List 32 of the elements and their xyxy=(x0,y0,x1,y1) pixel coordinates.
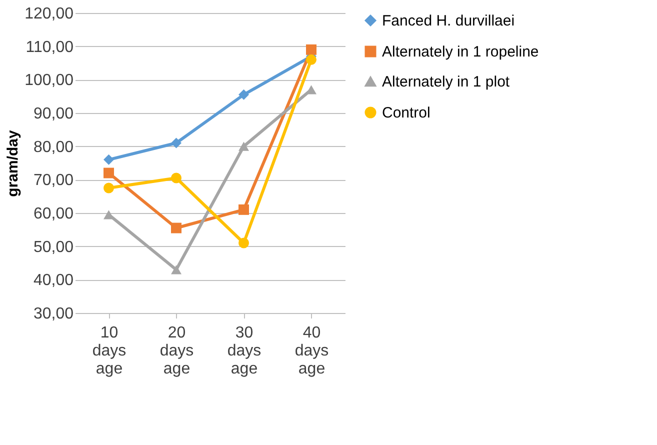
y-tick-label: 80,00 xyxy=(33,138,74,156)
y-tick-label: 100,00 xyxy=(24,72,74,90)
x-tick-label: 30 days age xyxy=(227,324,262,378)
legend-label: Alternately in 1 ropeline xyxy=(382,44,539,60)
y-tick-label: 40,00 xyxy=(33,272,74,290)
point xyxy=(238,89,249,100)
point xyxy=(238,238,249,248)
point xyxy=(104,182,114,194)
point xyxy=(171,265,182,274)
x-tick-label: 10 days age xyxy=(92,324,126,378)
point xyxy=(238,142,249,151)
point xyxy=(104,168,114,178)
x-tick-label: 40 days age xyxy=(294,324,329,378)
y-tick-label: 90,00 xyxy=(33,106,74,122)
x-tick-label: 20 days age xyxy=(160,324,194,378)
legend-label: Fanced H. durvillaei xyxy=(382,12,515,30)
y-tick-label: 120,00 xyxy=(24,6,74,22)
y-tick-label: 110,00 xyxy=(26,38,74,56)
y-axis-title: gram/day xyxy=(4,130,22,197)
point xyxy=(238,204,249,215)
legend-label: Alternately in 1 plot xyxy=(382,74,510,90)
y-tick-label: 50,00 xyxy=(33,238,74,256)
point xyxy=(171,172,182,184)
y-tick-label: 30,00 xyxy=(33,306,74,322)
y-tick-label: 70,00 xyxy=(33,172,74,190)
legend-label: Control xyxy=(382,104,430,122)
y-tick-label: 60,00 xyxy=(33,206,74,222)
point xyxy=(104,154,114,165)
point xyxy=(306,44,316,55)
point xyxy=(171,222,182,234)
point xyxy=(306,54,316,65)
point xyxy=(171,138,182,148)
